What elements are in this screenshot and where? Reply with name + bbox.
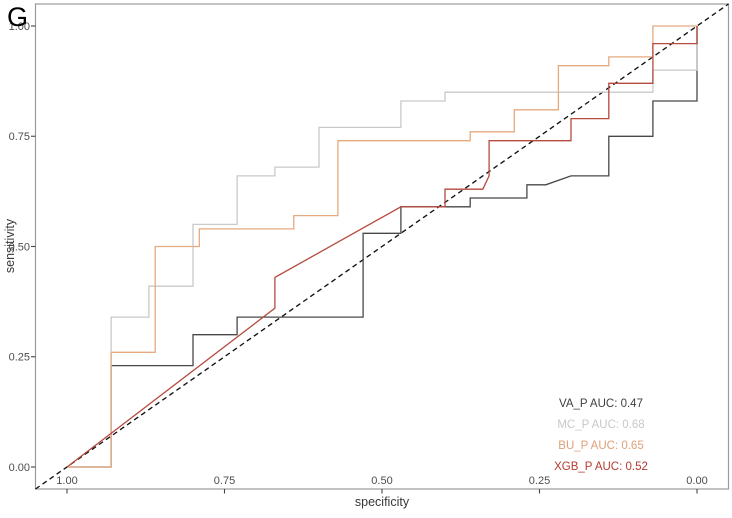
x-tick-label: 1.00	[56, 475, 77, 487]
auc-legend: VA_P AUC: 0.47 MC_P AUC: 0.68 BU_P AUC: …	[554, 394, 648, 478]
series-va_p-curve	[67, 26, 698, 468]
series-mc_p-curve	[67, 26, 698, 468]
x-tick-label: 0.75	[214, 475, 235, 487]
series-bu_p-curve	[67, 25, 697, 468]
y-tick-label: 0.25	[9, 352, 30, 364]
x-tick-label: 0.50	[371, 475, 392, 487]
diagonal-reference-line	[35, 3, 729, 490]
x-tick-label: 0.00	[686, 475, 707, 487]
legend-entry-xgb: XGB_P AUC: 0.52	[554, 461, 648, 473]
legend-entry-va: VA_P AUC: 0.47	[559, 398, 643, 410]
legend-entry-bu: BU_P AUC: 0.65	[558, 440, 644, 452]
y-tick-label: 0.75	[9, 131, 30, 143]
legend-entry-mc: MC_P AUC: 0.68	[557, 419, 645, 431]
y-axis-title: sensitivity	[3, 218, 17, 274]
y-tick-label: 1.00	[9, 21, 30, 33]
panel-label: G	[7, 2, 29, 32]
x-axis-title: specificity	[354, 495, 410, 509]
x-tick-label: 0.25	[529, 475, 550, 487]
series-xgb_p-curve	[66, 26, 698, 468]
y-tick-label: 0.00	[9, 462, 30, 474]
y-tick-label: 0.50	[9, 241, 30, 253]
